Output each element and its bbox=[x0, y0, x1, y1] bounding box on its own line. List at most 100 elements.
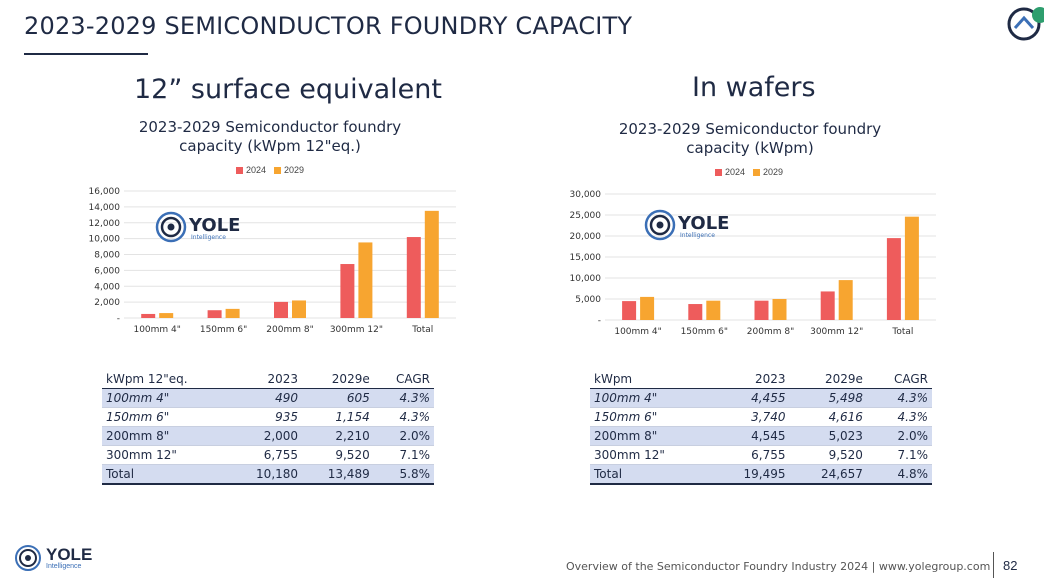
table-header-cell: 2029e bbox=[302, 370, 374, 389]
left-chart-title-line1: 2023-2029 Semiconductor foundry bbox=[138, 118, 402, 136]
corner-logo-icon bbox=[1007, 7, 1044, 41]
bar-2029 bbox=[838, 280, 853, 320]
table-cell: 605 bbox=[302, 388, 374, 408]
bar-2029 bbox=[706, 300, 721, 320]
bar-2029 bbox=[292, 300, 306, 318]
y-tick-label: 5,000 bbox=[575, 295, 601, 305]
table-cell: 9,520 bbox=[789, 445, 867, 465]
watermark-logo-sub: Intelligence bbox=[191, 234, 226, 241]
y-tick-label: - bbox=[117, 314, 120, 324]
table-cell: 200mm 8" bbox=[102, 426, 231, 446]
y-tick-label: 12,000 bbox=[89, 219, 121, 229]
y-tick-label: 30,000 bbox=[570, 190, 602, 200]
bar-2024 bbox=[754, 300, 769, 320]
table-header-cell: kWpm 12"eq. bbox=[102, 370, 231, 389]
bar-2029 bbox=[424, 210, 439, 318]
table-cell: 300mm 12" bbox=[590, 445, 713, 465]
x-tick-label: 100mm 4" bbox=[614, 327, 661, 337]
legend-item-2029: 2029 bbox=[753, 167, 783, 177]
watermark-logo-name: YOLE bbox=[677, 213, 729, 234]
table-cell: 4.3% bbox=[866, 388, 932, 408]
bar-2029 bbox=[358, 242, 373, 318]
right-capacity-table: kWpm 2023 2029e CAGR 100mm 4" 4,455 5,498 4.3% 1… bbox=[590, 370, 932, 485]
right-section-title: In wafers bbox=[692, 72, 816, 103]
table-row: 300mm 12" 6,755 9,520 7.1% bbox=[590, 445, 932, 465]
x-tick-label: 200mm 8" bbox=[747, 327, 794, 337]
table-cell: Total bbox=[102, 464, 231, 485]
x-tick-label: 200mm 8" bbox=[266, 325, 313, 335]
right-chart-title-line2: capacity (kWpm) bbox=[686, 139, 814, 157]
title-underline bbox=[24, 53, 148, 55]
legend-item-2024: 2024 bbox=[715, 167, 745, 177]
table-header-cell: 2023 bbox=[230, 370, 303, 389]
right-chart-title: 2023-2029 Semiconductor foundry capacity… bbox=[590, 120, 910, 158]
table-row: 150mm 6" 935 1,154 4.3% bbox=[102, 407, 434, 427]
y-tick-label: 10,000 bbox=[570, 274, 602, 284]
legend-swatch-2029 bbox=[274, 166, 282, 174]
table-cell: 935 bbox=[230, 407, 303, 427]
watermark-logo-core bbox=[656, 221, 664, 229]
footer-logo-name: YOLE bbox=[46, 545, 93, 564]
y-tick-label: 8,000 bbox=[94, 251, 120, 261]
table-row: 100mm 4" 490 605 4.3% bbox=[102, 388, 434, 408]
table-cell: 4.8% bbox=[866, 464, 932, 485]
table-cell: 150mm 6" bbox=[590, 407, 713, 427]
bar-2029 bbox=[772, 299, 787, 320]
table-row: 300mm 12" 6,755 9,520 7.1% bbox=[102, 445, 434, 465]
watermark-logo-ring bbox=[649, 214, 671, 236]
table-header-cell: kWpm bbox=[590, 370, 713, 389]
y-tick-label: 4,000 bbox=[94, 282, 120, 292]
table-cell: 7.1% bbox=[866, 445, 932, 465]
footer-logo: YOLE Intelligence bbox=[14, 544, 92, 572]
x-tick-label: 150mm 6" bbox=[681, 327, 728, 337]
y-tick-label: 16,000 bbox=[89, 187, 121, 197]
left-section-title: 12” surface equivalent bbox=[134, 74, 442, 105]
table-header-row: kWpm 2023 2029e CAGR bbox=[590, 370, 932, 389]
x-tick-label: 100mm 4" bbox=[133, 325, 180, 335]
table-cell: 100mm 4" bbox=[102, 388, 231, 408]
x-tick-label: 300mm 12" bbox=[330, 325, 383, 335]
table-cell: 13,489 bbox=[302, 464, 374, 485]
bar-2024 bbox=[622, 301, 637, 320]
watermark-logo-icon bbox=[644, 209, 676, 241]
table-header-cell: 2029e bbox=[789, 370, 867, 389]
bar-2024 bbox=[141, 313, 156, 318]
table-header-row: kWpm 12"eq. 2023 2029e CAGR bbox=[102, 370, 434, 389]
watermark-logo-name: YOLE bbox=[188, 215, 240, 236]
left-chart-title: 2023-2029 Semiconductor foundry capacity… bbox=[110, 118, 430, 156]
watermark-logo-ring bbox=[160, 216, 182, 238]
y-tick-label: 20,000 bbox=[570, 232, 602, 242]
left-chart-legend: 2024 2029 bbox=[236, 165, 304, 175]
bar-2024 bbox=[886, 238, 901, 320]
table-cell: 5,498 bbox=[789, 388, 867, 408]
slide-title: 2023-2029 SEMICONDUCTOR FOUNDRY CAPACITY bbox=[24, 12, 633, 40]
table-cell: 2,000 bbox=[230, 426, 303, 446]
table-cell: 19,495 bbox=[712, 464, 790, 485]
left-chart-title-line2: capacity (kWpm 12"eq.) bbox=[179, 137, 361, 155]
table-cell: 5,023 bbox=[789, 426, 867, 446]
left-capacity-table: kWpm 12"eq. 2023 2029e CAGR 100mm 4" 490 605 4.… bbox=[102, 370, 434, 485]
table-row: 200mm 8" 4,545 5,023 2.0% bbox=[590, 426, 932, 446]
page-number: 82 bbox=[1003, 558, 1018, 573]
bar-2029 bbox=[640, 296, 655, 320]
y-tick-label: 15,000 bbox=[570, 253, 602, 263]
table-cell: 4.3% bbox=[373, 388, 434, 408]
table-cell: 2.0% bbox=[866, 426, 932, 446]
legend-label-2024: 2024 bbox=[725, 167, 746, 177]
watermark-logo-icon bbox=[155, 211, 187, 243]
table-row: 100mm 4" 4,455 5,498 4.3% bbox=[590, 388, 932, 408]
legend-item-2029: 2029 bbox=[274, 165, 304, 175]
legend-swatch-2024 bbox=[236, 166, 243, 174]
bar-2029 bbox=[904, 216, 919, 320]
table-cell: 24,657 bbox=[789, 464, 867, 485]
yole-logo-icon bbox=[15, 545, 41, 571]
table-total-row: Total 10,180 13,489 5.8% bbox=[102, 464, 434, 485]
bar-2029 bbox=[225, 308, 240, 318]
bar-2024 bbox=[406, 237, 421, 318]
table-cell: 5.8% bbox=[373, 464, 434, 485]
watermark-logo-sub: Intelligence bbox=[680, 232, 715, 239]
table-cell: 300mm 12" bbox=[102, 445, 231, 465]
table-row: 150mm 6" 3,740 4,616 4.3% bbox=[590, 407, 932, 427]
table-cell: 150mm 6" bbox=[102, 407, 231, 427]
